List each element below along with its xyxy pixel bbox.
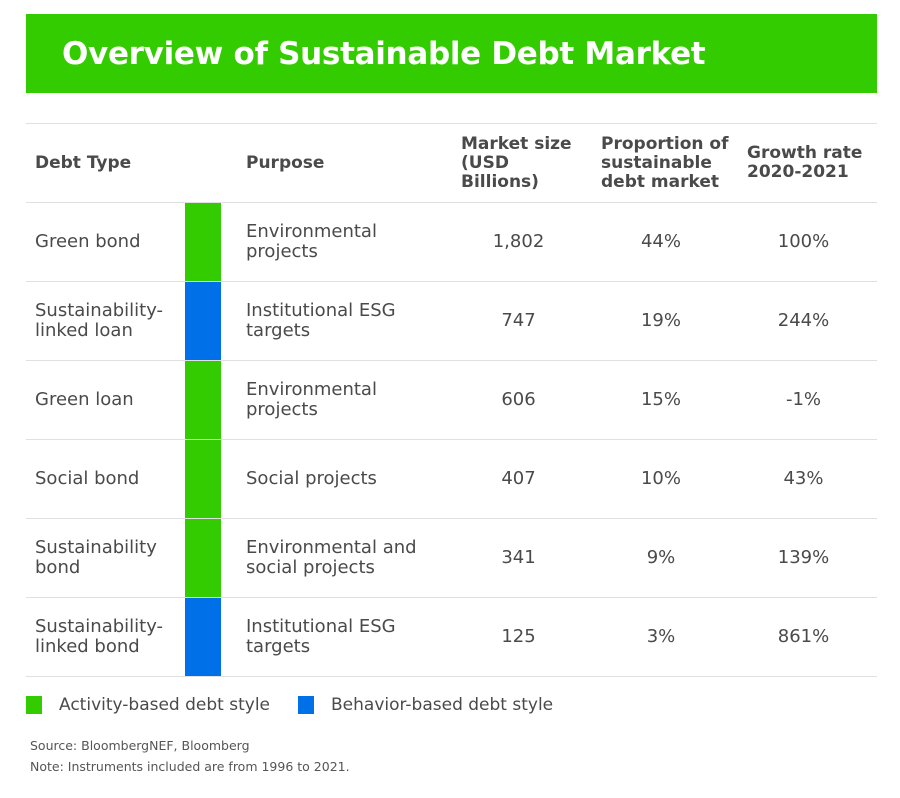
debt-style-marker-activity xyxy=(185,203,221,281)
behavior-swatch xyxy=(298,696,315,714)
debt-type-cell: Sustainability bond xyxy=(35,537,157,578)
proportion-cell: 10% xyxy=(640,468,681,489)
footnote: Note: Instruments included are from 1996… xyxy=(30,759,350,774)
purpose-cell: Social projects xyxy=(246,468,377,489)
purpose-cell: Institutional ESG targets xyxy=(246,616,396,657)
growth-cell: 100% xyxy=(777,231,830,252)
market-size-cell: 407 xyxy=(501,468,536,489)
purpose-cell: Environmental and social projects xyxy=(246,537,417,578)
debt-style-marker-activity xyxy=(185,519,221,597)
debt-style-marker-activity xyxy=(185,361,221,439)
growth-cell: -1% xyxy=(785,389,822,410)
debt-type-cell: Sustainability-linked bond xyxy=(35,616,164,657)
purpose-cell: Environmental projects xyxy=(246,379,377,420)
table-row: Sustainability-linked loan Institutional … xyxy=(26,281,877,360)
growth-cell: 139% xyxy=(777,547,830,568)
market-size-cell: 747 xyxy=(501,310,536,331)
debt-type-cell: Social bond xyxy=(35,468,140,489)
proportion-cell: 19% xyxy=(640,310,681,331)
debt-style-marker-behavior xyxy=(185,282,221,360)
header-debt-type: Debt Type xyxy=(35,152,132,173)
purpose-cell: Institutional ESG targets xyxy=(246,300,396,341)
debt-style-marker-behavior xyxy=(185,598,221,676)
source-note: Source: BloombergNEF, Bloomberg xyxy=(30,738,250,753)
market-size-cell: 1,802 xyxy=(492,231,545,252)
debt-type-cell: Sustainability-linked loan xyxy=(35,300,164,341)
table-row: Sustainability bond Environmental and soc… xyxy=(26,518,877,597)
activity-swatch xyxy=(26,696,42,714)
legend-label-activity: Activity-based debt style xyxy=(59,695,271,715)
page-title: Overview of Sustainable Debt Market xyxy=(62,36,706,72)
legend-label-behavior: Behavior-based debt style xyxy=(331,695,554,715)
table-row: Sustainability-linked bond Institutional … xyxy=(26,597,877,677)
growth-cell: 43% xyxy=(783,468,824,489)
table-row: Green bond Environmental projects 1,802 44%… xyxy=(26,202,877,281)
proportion-cell: 3% xyxy=(646,626,676,647)
legend-item-behavior: Behavior-based debt style xyxy=(298,695,553,715)
table-row: Green loan Environmental projects 606 15% -1… xyxy=(26,360,877,439)
debt-type-cell: Green loan xyxy=(35,389,134,410)
header-purpose: Purpose xyxy=(246,152,325,173)
legend-item-activity: Activity-based debt style xyxy=(26,695,270,715)
title-banner: Overview of Sustainable Debt Market xyxy=(26,14,877,93)
market-size-cell: 341 xyxy=(501,547,536,568)
market-size-cell: 606 xyxy=(501,389,536,410)
debt-market-table: Debt Type Purpose Market size (USD Billi… xyxy=(26,123,877,677)
table-row: Social bond Social projects 407 10% 43% xyxy=(26,439,877,518)
proportion-cell: 44% xyxy=(640,231,681,252)
growth-cell: 861% xyxy=(777,626,830,647)
header-growth: Growth rate 2020-2021 xyxy=(747,143,863,182)
debt-type-cell: Green bond xyxy=(35,231,141,252)
debt-style-marker-activity xyxy=(185,440,221,518)
header-proportion: Proportion of sustainable debt market xyxy=(601,133,729,192)
proportion-cell: 9% xyxy=(646,547,676,568)
market-size-cell: 125 xyxy=(501,626,536,647)
purpose-cell: Environmental projects xyxy=(246,221,377,262)
growth-cell: 244% xyxy=(777,310,830,331)
legend: Activity-based debt style Behavior-based… xyxy=(26,695,581,715)
table-header: Debt Type Purpose Market size (USD Billi… xyxy=(26,123,877,202)
proportion-cell: 15% xyxy=(640,389,681,410)
header-market-size: Market size (USD Billions) xyxy=(461,133,572,192)
